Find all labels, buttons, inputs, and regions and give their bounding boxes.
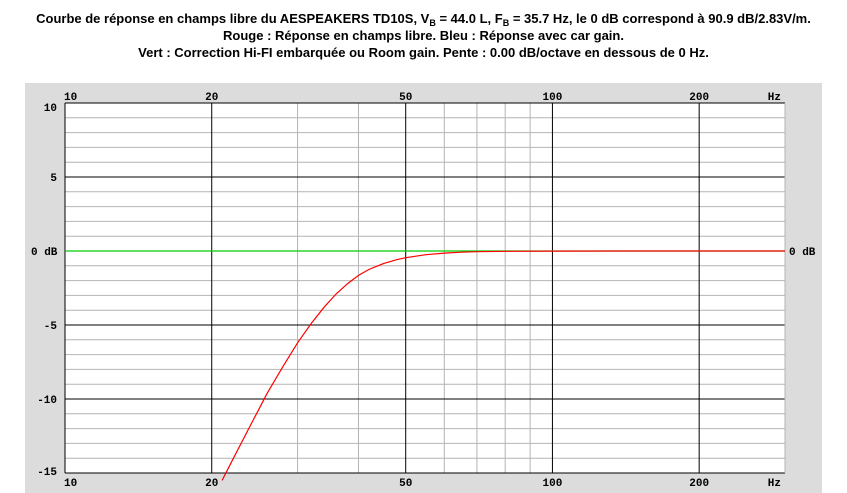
label-layer: 10 10 20 20 50 50 100 100 200 200 Hz Hz 10 5 0 dB -5 -10…: [31, 92, 816, 490]
x-tick-label-bottom: 50: [399, 478, 412, 490]
x-tick-label-bottom: 10: [64, 478, 77, 490]
y-tick-label-right: 0 dB: [789, 247, 816, 259]
title-line-1-pre: Courbe de réponse en champs libre du AES…: [36, 11, 430, 26]
x-tick-label-bottom: 100: [543, 478, 563, 490]
response-chart: 10 10 20 20 50 50 100 100 200 200 Hz Hz 10 5 0 dB -5 -10…: [31, 92, 816, 490]
y-tick-label-left: -10: [37, 395, 57, 407]
title-vb-subscript: B: [429, 18, 436, 28]
title-line-2: Rouge : Réponse en champs libre. Bleu : …: [223, 28, 624, 43]
x-tick-label-top: 100: [543, 92, 563, 104]
y-tick-label-left: 10: [44, 103, 57, 115]
x-tick-label-top: 10: [64, 92, 77, 104]
title-line-3: Vert : Correction Hi-FI embarquée ou Roo…: [138, 45, 709, 60]
y-tick-label-left: 0 dB: [31, 247, 58, 259]
x-tick-label-bottom: 20: [205, 478, 218, 490]
grid-layer: [64, 102, 786, 474]
x-unit-label-bottom: Hz: [768, 478, 781, 490]
y-tick-label-left: -5: [44, 321, 58, 333]
chart-frame: 10 10 20 20 50 50 100 100 200 200 Hz Hz 10 5 0 dB -5 -10…: [25, 83, 822, 493]
x-tick-label-bottom: 200: [689, 478, 709, 490]
title-line-1-mid1: = 44.0 L, F: [435, 11, 503, 26]
title-line-1-mid2: = 35.7 Hz, le 0 dB correspond à 90.9 dB/…: [509, 11, 811, 26]
x-tick-label-top: 200: [689, 92, 709, 104]
title-line-1: Courbe de réponse en champs libre du AES…: [0, 10, 847, 28]
plot-area: [65, 103, 785, 473]
series-layer: [65, 250, 785, 481]
x-tick-label-top: 50: [399, 92, 412, 104]
y-tick-label-left: -15: [37, 467, 57, 479]
x-tick-label-top: 20: [205, 92, 218, 104]
chart-title: Courbe de réponse en champs libre du AES…: [0, 10, 847, 61]
title-fb-subscript: B: [502, 18, 510, 28]
y-tick-label-left: 5: [50, 173, 57, 185]
series-line-1: [221, 250, 785, 481]
x-unit-label-top: Hz: [768, 92, 781, 104]
